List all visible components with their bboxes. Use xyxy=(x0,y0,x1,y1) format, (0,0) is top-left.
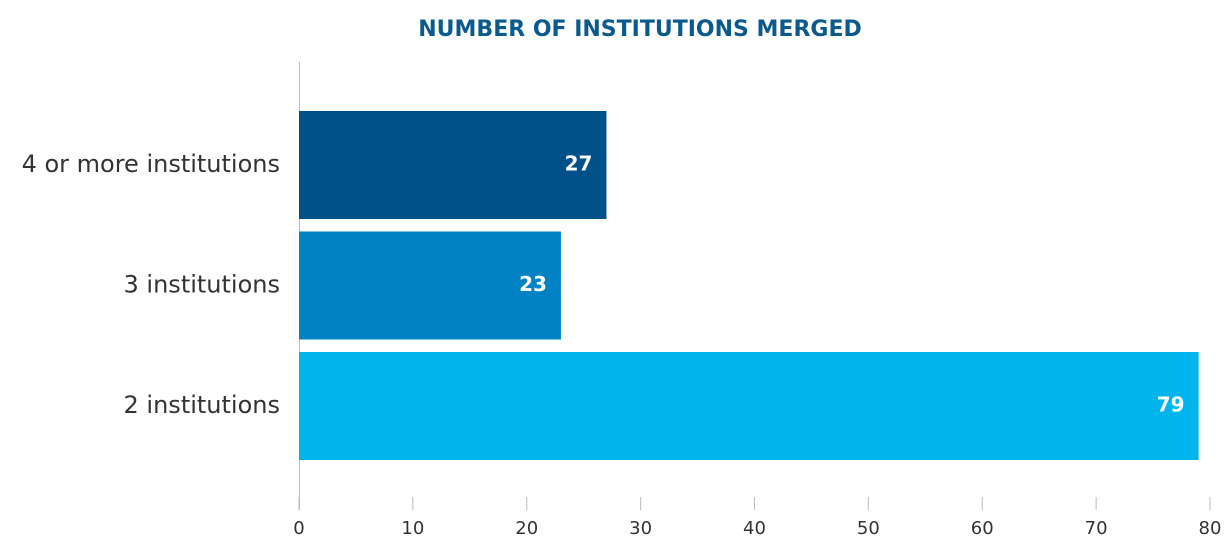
bar xyxy=(299,231,561,340)
value-label: 27 xyxy=(565,152,593,176)
x-tick-label: 50 xyxy=(857,518,880,539)
x-tick-label: 10 xyxy=(401,518,424,539)
x-tick-label: 70 xyxy=(1085,518,1108,539)
x-tick-label: 0 xyxy=(293,518,304,539)
x-tick-label: 60 xyxy=(971,518,994,539)
y-tick-label: 3 institutions xyxy=(124,271,280,299)
y-tick-label: 2 institutions xyxy=(124,391,280,419)
value-label: 23 xyxy=(519,272,547,296)
chart-title: NUMBER OF INSTITUTIONS MERGED xyxy=(418,17,861,42)
bar xyxy=(299,111,607,219)
y-tick-label: 4 or more institutions xyxy=(22,150,280,178)
value-label: 79 xyxy=(1157,393,1185,417)
bar xyxy=(299,352,1199,460)
x-tick-label: 80 xyxy=(1199,518,1222,539)
x-tick-label: 30 xyxy=(629,518,652,539)
x-tick-label: 20 xyxy=(515,518,538,539)
x-tick-label: 40 xyxy=(743,518,766,539)
